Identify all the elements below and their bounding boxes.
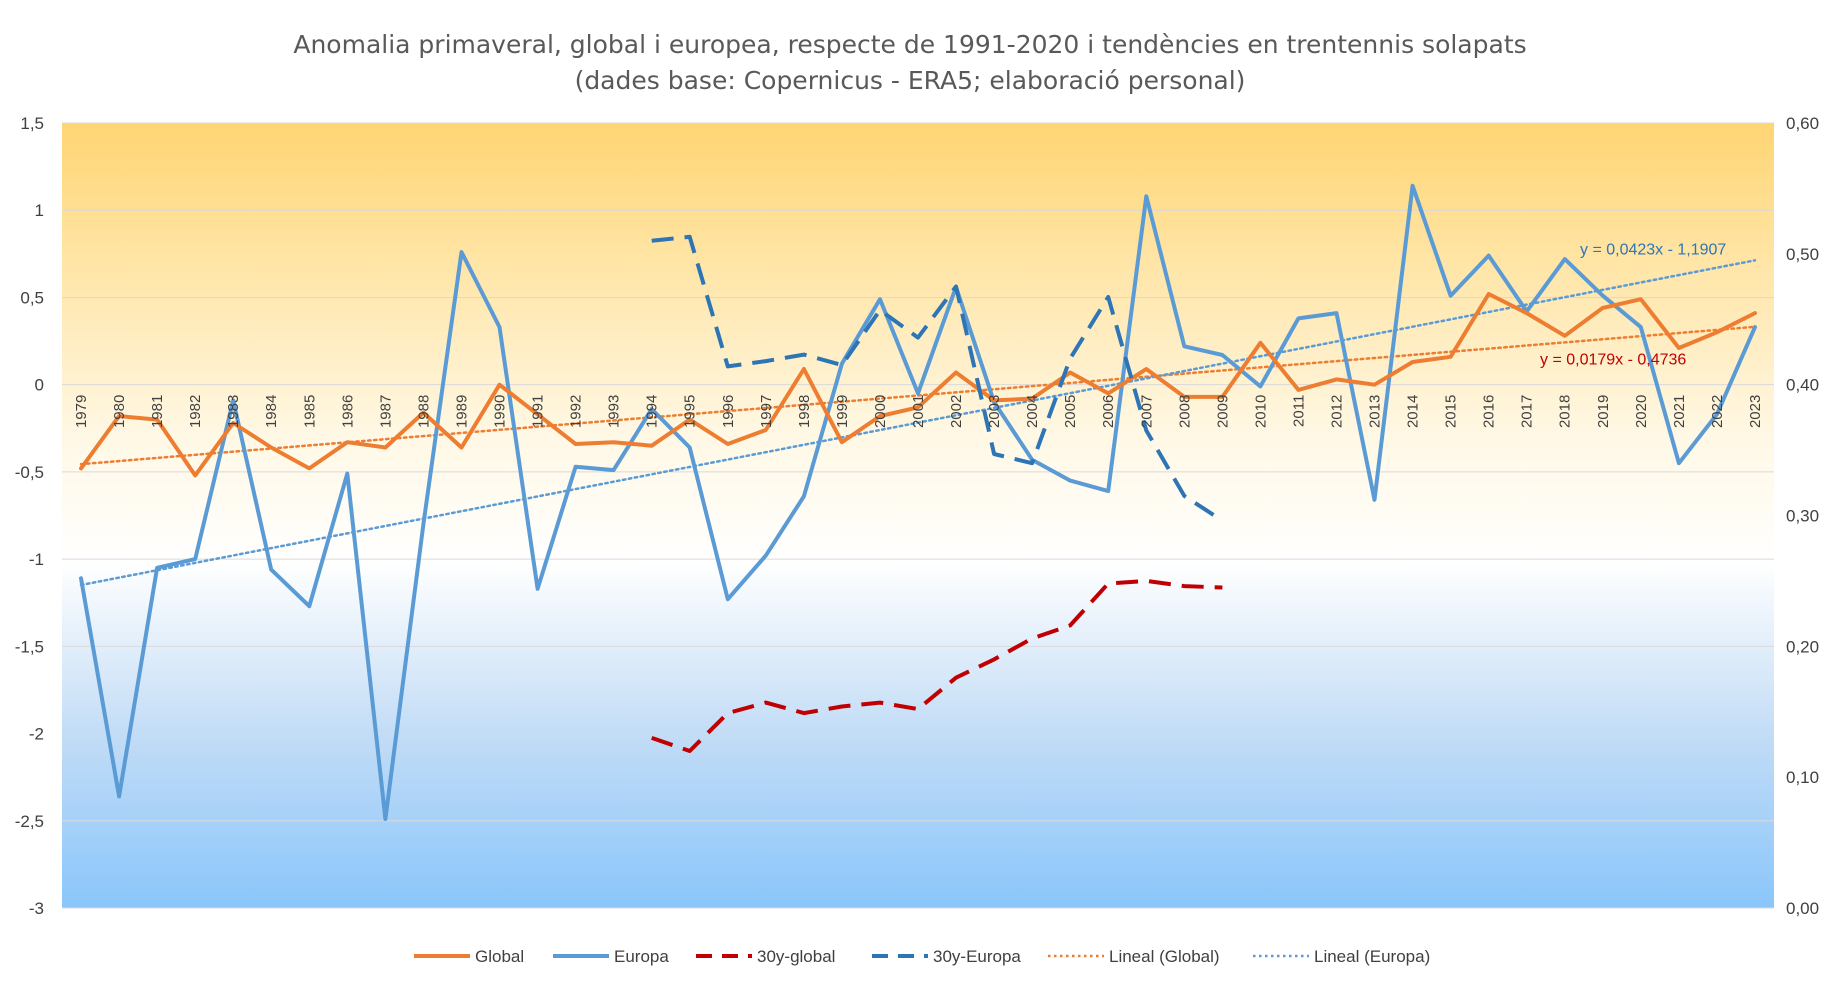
left-axis-tick-label: -2 xyxy=(29,725,44,744)
x-axis-year-label: 1979 xyxy=(73,395,90,428)
chart-title: Anomalia primaveral, global i europea, r… xyxy=(293,30,1526,59)
x-axis-year-label: 1999 xyxy=(834,395,851,428)
right-axis-ticks: 0,00 0,10 0,20 0,30 0,40 0,50 0,60 xyxy=(1786,114,1819,918)
x-axis-year-label: 1980 xyxy=(111,395,128,428)
trend-equation-global: y = 0,0179x - 0,4736 xyxy=(1540,352,1686,369)
x-axis-year-label: 2018 xyxy=(1557,395,1574,428)
x-axis-year-label: 2003 xyxy=(986,395,1003,428)
x-axis-year-label: 2007 xyxy=(1138,395,1155,428)
right-axis-tick-label: 0,40 xyxy=(1786,376,1819,395)
series-lines xyxy=(79,183,1757,821)
trend-equations: y = 0,0179x - 0,4736 y = 0,0423x - 1,1907 xyxy=(1540,242,1726,369)
legend-label: Lineal (Global) xyxy=(1109,947,1220,966)
x-axis-year-label: 2006 xyxy=(1100,395,1117,428)
x-axis-year-label: 1983 xyxy=(225,395,242,428)
x-axis-year-label: 2009 xyxy=(1214,395,1231,428)
x-axis-year-label: 2022 xyxy=(1709,395,1726,428)
x-axis-year-label: 2001 xyxy=(910,395,927,428)
x-axis-year-label: 1996 xyxy=(720,395,737,428)
right-axis-tick-label: 0,30 xyxy=(1786,507,1819,526)
x-axis-year-label: 2011 xyxy=(1290,395,1307,427)
x-axis-year-label: 2012 xyxy=(1328,395,1345,428)
x-axis-year-label: 2008 xyxy=(1176,395,1193,428)
legend: Global Europa 30y-global 30y-Europa Lineal (… xyxy=(414,947,1430,966)
right-axis-tick-label: 0,20 xyxy=(1786,637,1819,656)
right-axis-tick-label: 0,10 xyxy=(1786,768,1819,787)
plot-area-background xyxy=(62,123,1774,908)
series-line-global xyxy=(79,292,1757,478)
x-axis-year-label: 1998 xyxy=(796,395,813,428)
legend-label: Global xyxy=(475,947,524,966)
x-axis-year-label: 2005 xyxy=(1062,395,1079,428)
x-axis-year-label: 1984 xyxy=(263,395,280,428)
left-axis-tick-label: 1 xyxy=(35,201,44,220)
x-axis-year-label: 2019 xyxy=(1595,395,1612,428)
x-axis-year-label: 1981 xyxy=(149,395,166,428)
trendline-global xyxy=(79,325,1757,466)
x-axis-year-label: 1989 xyxy=(453,395,470,428)
x-axis-year-label: 2013 xyxy=(1367,395,1384,428)
x-axis-year-label: 1995 xyxy=(682,395,699,428)
x-axis-year-label: 2023 xyxy=(1747,395,1764,428)
left-axis-ticks: -3 -2,5 -2 -1,5 -1 -0,5 0 0,5 1 1,5 xyxy=(15,114,44,918)
x-axis-year-label: 2015 xyxy=(1443,395,1460,428)
right-axis-tick-label: 0,60 xyxy=(1786,114,1819,133)
legend-label: 30y-global xyxy=(757,947,835,966)
x-axis-year-label: 2000 xyxy=(872,395,889,428)
x-axis-year-label: 1997 xyxy=(758,395,775,428)
chart-subtitle: (dades base: Copernicus - ERA5; elaborac… xyxy=(575,66,1246,95)
x-axis-year-label: 1986 xyxy=(339,395,356,428)
trend-equation-europa: y = 0,0423x - 1,1907 xyxy=(1580,242,1726,259)
left-axis-tick-label: -0,5 xyxy=(15,463,44,482)
x-axis-year-label: 1982 xyxy=(187,395,204,428)
right-axis-tick-label: 0,00 xyxy=(1786,899,1819,918)
x-axis-year-label: 2010 xyxy=(1252,395,1269,428)
x-axis-year-label: 1990 xyxy=(492,395,509,428)
series-line-europa xyxy=(79,183,1757,821)
series-line-30y-global xyxy=(651,578,1223,753)
x-axis-year-label: 2017 xyxy=(1519,395,1536,428)
left-axis-tick-label: 0,5 xyxy=(20,288,44,307)
x-axis-year-label: 2021 xyxy=(1671,395,1688,428)
legend-label: Europa xyxy=(614,947,669,966)
x-axis-year-label: 1988 xyxy=(415,395,432,428)
x-axis-year-labels: 1979 1980 1981 1982 1983 1984 1985 1986 1987 1988… xyxy=(73,395,1764,428)
x-axis-year-label: 2004 xyxy=(1024,395,1041,428)
x-axis-year-label: 2014 xyxy=(1405,395,1422,428)
left-axis-tick-label: -2,5 xyxy=(15,812,44,831)
left-axis-tick-label: 0 xyxy=(35,376,44,395)
legend-label: Lineal (Europa) xyxy=(1314,947,1430,966)
x-axis-year-label: 1987 xyxy=(377,395,394,428)
x-axis-year-label: 1994 xyxy=(644,395,661,428)
left-axis-tick-label: -1,5 xyxy=(15,637,44,656)
right-axis-tick-label: 0,50 xyxy=(1786,245,1819,264)
x-axis-year-label: 1992 xyxy=(568,395,585,428)
left-axis-tick-label: -3 xyxy=(29,899,44,918)
x-axis-year-label: 2020 xyxy=(1633,395,1650,428)
x-axis-year-label: 1985 xyxy=(301,395,318,428)
left-axis-tick-label: 1,5 xyxy=(20,114,44,133)
series-line-30y-europa xyxy=(651,234,1224,523)
left-axis-tick-label: -1 xyxy=(29,550,44,569)
x-axis-year-label: 1991 xyxy=(530,395,547,428)
legend-label: 30y-Europa xyxy=(933,947,1021,966)
x-axis-year-label: 2016 xyxy=(1481,395,1498,428)
x-axis-year-label: 2002 xyxy=(948,395,965,428)
x-axis-year-label: 1993 xyxy=(606,395,623,428)
